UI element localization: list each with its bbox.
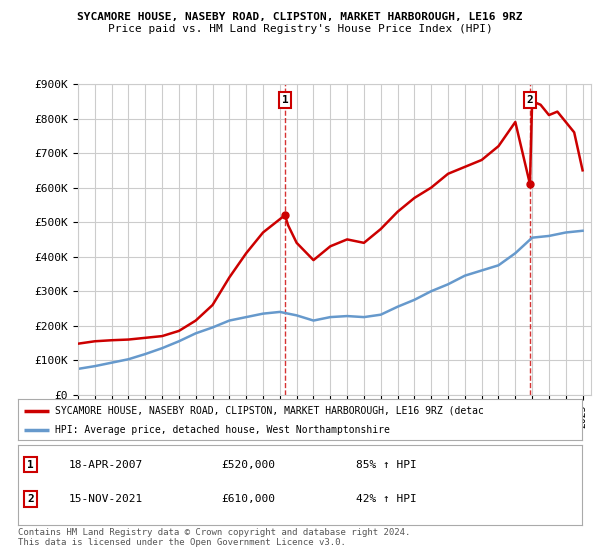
Text: HPI: Average price, detached house, West Northamptonshire: HPI: Average price, detached house, West…: [55, 424, 389, 435]
Text: 1: 1: [27, 460, 34, 470]
Text: 15-NOV-2021: 15-NOV-2021: [69, 494, 143, 504]
Text: 2: 2: [527, 95, 533, 105]
Text: 42% ↑ HPI: 42% ↑ HPI: [356, 494, 417, 504]
Text: 18-APR-2007: 18-APR-2007: [69, 460, 143, 470]
Text: SYCAMORE HOUSE, NASEBY ROAD, CLIPSTON, MARKET HARBOROUGH, LE16 9RZ: SYCAMORE HOUSE, NASEBY ROAD, CLIPSTON, M…: [77, 12, 523, 22]
Text: 1: 1: [281, 95, 288, 105]
Text: SYCAMORE HOUSE, NASEBY ROAD, CLIPSTON, MARKET HARBOROUGH, LE16 9RZ (detac: SYCAMORE HOUSE, NASEBY ROAD, CLIPSTON, M…: [55, 405, 484, 416]
Text: 85% ↑ HPI: 85% ↑ HPI: [356, 460, 417, 470]
Text: Price paid vs. HM Land Registry's House Price Index (HPI): Price paid vs. HM Land Registry's House …: [107, 24, 493, 34]
Text: £520,000: £520,000: [221, 460, 275, 470]
Text: Contains HM Land Registry data © Crown copyright and database right 2024.
This d: Contains HM Land Registry data © Crown c…: [18, 528, 410, 547]
Text: 2: 2: [27, 494, 34, 504]
Text: £610,000: £610,000: [221, 494, 275, 504]
